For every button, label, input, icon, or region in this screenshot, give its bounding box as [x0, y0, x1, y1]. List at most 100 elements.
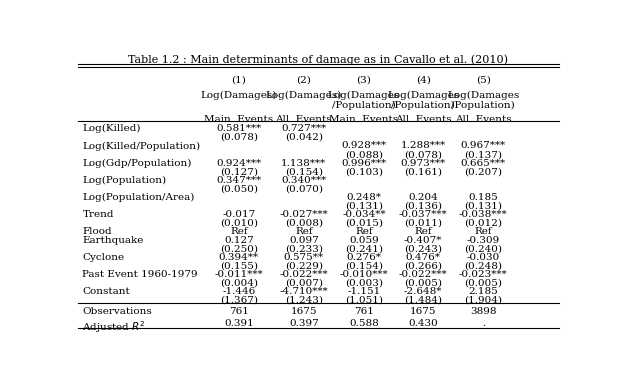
Text: Log(Population): Log(Population) — [83, 176, 166, 185]
Text: Past Event 1960-1979: Past Event 1960-1979 — [83, 270, 198, 279]
Text: (0.241): (0.241) — [345, 244, 383, 253]
Text: Trend: Trend — [83, 210, 114, 219]
Text: Observations: Observations — [83, 307, 152, 316]
Text: Log(Killed): Log(Killed) — [83, 124, 141, 133]
Text: -4.710***: -4.710*** — [279, 287, 328, 296]
Text: 0.127: 0.127 — [224, 236, 254, 245]
Text: 3898: 3898 — [470, 307, 497, 316]
Text: -1.151: -1.151 — [347, 287, 381, 296]
Text: (0.011): (0.011) — [404, 219, 442, 228]
Text: (4): (4) — [415, 75, 430, 84]
Text: 0.924***: 0.924*** — [216, 159, 261, 168]
Text: 0.059: 0.059 — [349, 236, 379, 245]
Text: (0.050): (0.050) — [220, 185, 258, 194]
Text: 0.347***: 0.347*** — [216, 176, 261, 185]
Text: (1): (1) — [232, 75, 247, 84]
Text: 0.185: 0.185 — [468, 193, 498, 202]
Text: 0.973***: 0.973*** — [401, 159, 446, 168]
Text: (0.207): (0.207) — [465, 167, 502, 176]
Text: (0.161): (0.161) — [404, 167, 442, 176]
Text: (0.154): (0.154) — [285, 167, 323, 176]
Text: -0.011***: -0.011*** — [214, 270, 263, 279]
Text: Log(Damages
/Population): Log(Damages /Population) — [387, 91, 460, 110]
Text: (0.012): (0.012) — [465, 219, 502, 228]
Text: Main  Events: Main Events — [329, 115, 399, 124]
Text: -0.309: -0.309 — [467, 236, 500, 245]
Text: 0.476*: 0.476* — [406, 253, 441, 262]
Text: Main  Events: Main Events — [204, 115, 273, 124]
Text: (0.008): (0.008) — [285, 219, 323, 228]
Text: 0.996***: 0.996*** — [342, 159, 386, 168]
Text: (0.250): (0.250) — [220, 244, 258, 253]
Text: 1.288***: 1.288*** — [401, 142, 446, 151]
Text: (0.010): (0.010) — [220, 219, 258, 228]
Text: 2.185: 2.185 — [468, 287, 498, 296]
Text: (0.137): (0.137) — [465, 150, 502, 159]
Text: 0.394**: 0.394** — [219, 253, 259, 262]
Text: 0.928***: 0.928*** — [342, 142, 386, 151]
Text: 1675: 1675 — [410, 307, 437, 316]
Text: Log(Damages
/Population): Log(Damages /Population) — [447, 91, 519, 110]
Text: 0.588: 0.588 — [349, 319, 379, 328]
Text: 0.097: 0.097 — [289, 236, 319, 245]
Text: 0.204: 0.204 — [408, 193, 438, 202]
Text: (0.078): (0.078) — [220, 133, 258, 142]
Text: Log(Damages): Log(Damages) — [201, 91, 277, 100]
Text: Log(Damages
/Population): Log(Damages /Population) — [328, 91, 400, 110]
Text: 0.391: 0.391 — [224, 319, 254, 328]
Text: (0.248): (0.248) — [465, 262, 502, 271]
Text: Flood: Flood — [83, 227, 112, 236]
Text: Ref: Ref — [414, 227, 432, 236]
Text: (0.243): (0.243) — [404, 244, 442, 253]
Text: -1.446: -1.446 — [222, 287, 255, 296]
Text: (0.042): (0.042) — [285, 133, 323, 142]
Text: (2): (2) — [296, 75, 311, 84]
Text: Constant: Constant — [83, 287, 130, 296]
Text: Adjusted $R^2$: Adjusted $R^2$ — [83, 319, 146, 335]
Text: 0.727***: 0.727*** — [281, 124, 327, 133]
Text: (0.070): (0.070) — [285, 185, 323, 194]
Text: 0.276*: 0.276* — [347, 253, 381, 262]
Text: Log(Gdp/Population): Log(Gdp/Population) — [83, 159, 192, 168]
Text: (0.127): (0.127) — [220, 167, 258, 176]
Text: 0.340***: 0.340*** — [281, 176, 327, 185]
Text: Log(Damages): Log(Damages) — [266, 91, 342, 100]
Text: (0.003): (0.003) — [345, 279, 383, 288]
Text: (3): (3) — [356, 75, 371, 84]
Text: -0.027***: -0.027*** — [279, 210, 328, 219]
Text: Cyclone: Cyclone — [83, 253, 125, 262]
Text: -2.648*: -2.648* — [404, 287, 442, 296]
Text: All  Events: All Events — [455, 115, 512, 124]
Text: All  Events: All Events — [276, 115, 332, 124]
Text: (0.131): (0.131) — [345, 202, 383, 211]
Text: .: . — [482, 319, 485, 328]
Text: (5): (5) — [476, 75, 491, 84]
Text: -0.037***: -0.037*** — [399, 210, 448, 219]
Text: -0.407*: -0.407* — [404, 236, 442, 245]
Text: -0.022***: -0.022*** — [279, 270, 328, 279]
Text: -0.034**: -0.034** — [342, 210, 386, 219]
Text: Table 1.2 : Main determinants of damage as in Cavallo et al. (2010): Table 1.2 : Main determinants of damage … — [129, 54, 508, 65]
Text: Ref: Ref — [295, 227, 312, 236]
Text: 761: 761 — [229, 307, 249, 316]
Text: 0.397: 0.397 — [289, 319, 319, 328]
Text: 0.967***: 0.967*** — [461, 142, 506, 151]
Text: 1675: 1675 — [291, 307, 317, 316]
Text: (0.088): (0.088) — [345, 150, 383, 159]
Text: (0.005): (0.005) — [465, 279, 502, 288]
Text: (0.007): (0.007) — [285, 279, 323, 288]
Text: Ref: Ref — [474, 227, 492, 236]
Text: (1.051): (1.051) — [345, 296, 383, 305]
Text: -0.023***: -0.023*** — [459, 270, 507, 279]
Text: Ref: Ref — [230, 227, 248, 236]
Text: -0.010***: -0.010*** — [340, 270, 388, 279]
Text: 0.581***: 0.581*** — [216, 124, 261, 133]
Text: Earthquake: Earthquake — [83, 236, 144, 245]
Text: (0.154): (0.154) — [345, 262, 383, 271]
Text: (1.367): (1.367) — [220, 296, 258, 305]
Text: 0.430: 0.430 — [408, 319, 438, 328]
Text: (0.078): (0.078) — [404, 150, 442, 159]
Text: Ref: Ref — [355, 227, 373, 236]
Text: (0.015): (0.015) — [345, 219, 383, 228]
Text: (0.266): (0.266) — [404, 262, 442, 271]
